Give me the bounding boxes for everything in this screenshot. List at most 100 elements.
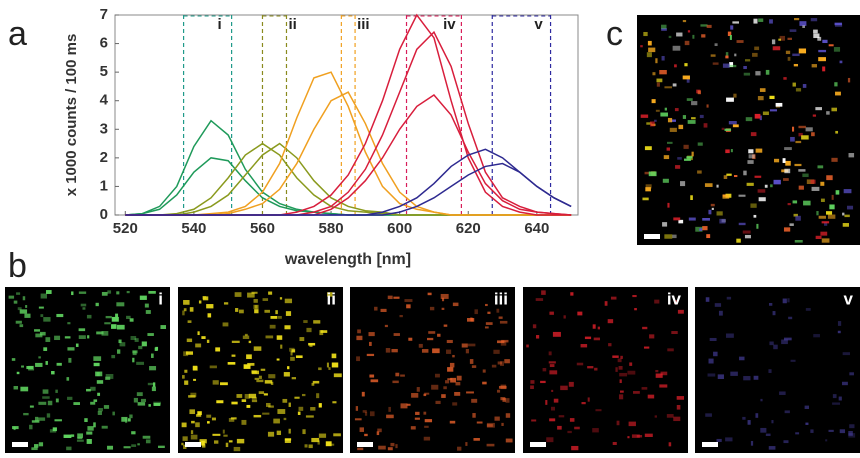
spot [764,184,768,188]
spot [818,215,826,219]
spot [148,290,156,294]
spot [727,31,732,37]
spot [787,203,791,206]
spot [182,436,188,441]
spot [22,296,26,301]
spot [193,378,197,381]
spot [260,368,266,371]
spot [304,444,308,448]
spot [251,291,258,294]
spot [472,413,476,418]
spot [652,72,656,76]
micrograph [178,287,343,453]
spot [805,127,813,132]
spot [848,433,856,438]
spot [654,415,657,418]
spot [364,433,368,437]
spot [144,303,149,308]
spot [760,398,763,402]
spot [662,178,669,183]
spot [805,308,811,311]
x-tick-label: 520 [113,220,138,237]
spot [577,311,583,316]
spot [620,390,624,393]
spot [771,420,774,424]
spot [574,426,580,430]
spot [755,413,759,418]
spot [728,64,737,68]
spot [667,117,673,123]
spot [531,419,537,422]
spot [206,339,210,343]
spot [443,386,447,390]
spot [374,306,378,311]
spot [441,297,445,302]
x-tick-label: 600 [387,220,412,237]
spot [471,398,478,403]
spot [644,146,652,151]
spot [107,290,112,294]
spot [449,420,456,424]
spot [612,441,617,445]
spot [699,114,704,119]
spectrum-line [125,148,572,216]
spot [759,88,766,92]
spot [254,309,259,314]
spot [131,444,137,447]
spot [400,374,405,377]
spot [435,400,441,405]
spot [816,211,819,216]
spot [580,344,588,348]
spot [813,29,818,34]
spot [594,367,598,371]
spot [683,144,689,149]
spot [616,420,620,426]
spot [267,431,275,437]
spot [284,298,293,304]
spot [211,417,216,421]
spot [423,411,427,415]
spot [443,324,448,327]
spot [86,388,91,392]
spot [783,77,787,80]
spot [655,373,663,378]
spot [247,362,255,366]
spot [702,226,708,231]
spot [441,394,446,398]
spot [195,422,200,428]
spot [757,189,766,193]
spot [213,440,219,444]
spot [137,443,140,446]
spot [804,405,810,409]
spot [674,300,677,304]
spot [291,349,296,353]
spot [643,346,650,349]
spot [223,302,229,305]
spot [465,442,468,446]
spot [844,214,850,218]
spot [284,438,292,441]
spot [298,406,304,411]
spot [831,194,834,200]
spot [753,214,757,218]
spot [317,440,320,445]
spot [188,395,196,398]
spectrum-line [125,94,572,216]
spot [228,440,233,443]
spot [671,331,678,335]
spot [248,340,252,344]
spot [303,320,308,323]
spot [457,446,462,451]
spot [773,344,778,350]
spot [395,372,400,377]
spot [750,203,757,208]
spot [16,292,21,295]
spot [647,40,652,46]
spot [782,158,786,163]
spot [758,18,764,22]
spot [661,24,667,29]
spot [21,365,24,368]
spot [754,175,762,178]
spot [151,353,154,358]
spot [736,238,741,243]
